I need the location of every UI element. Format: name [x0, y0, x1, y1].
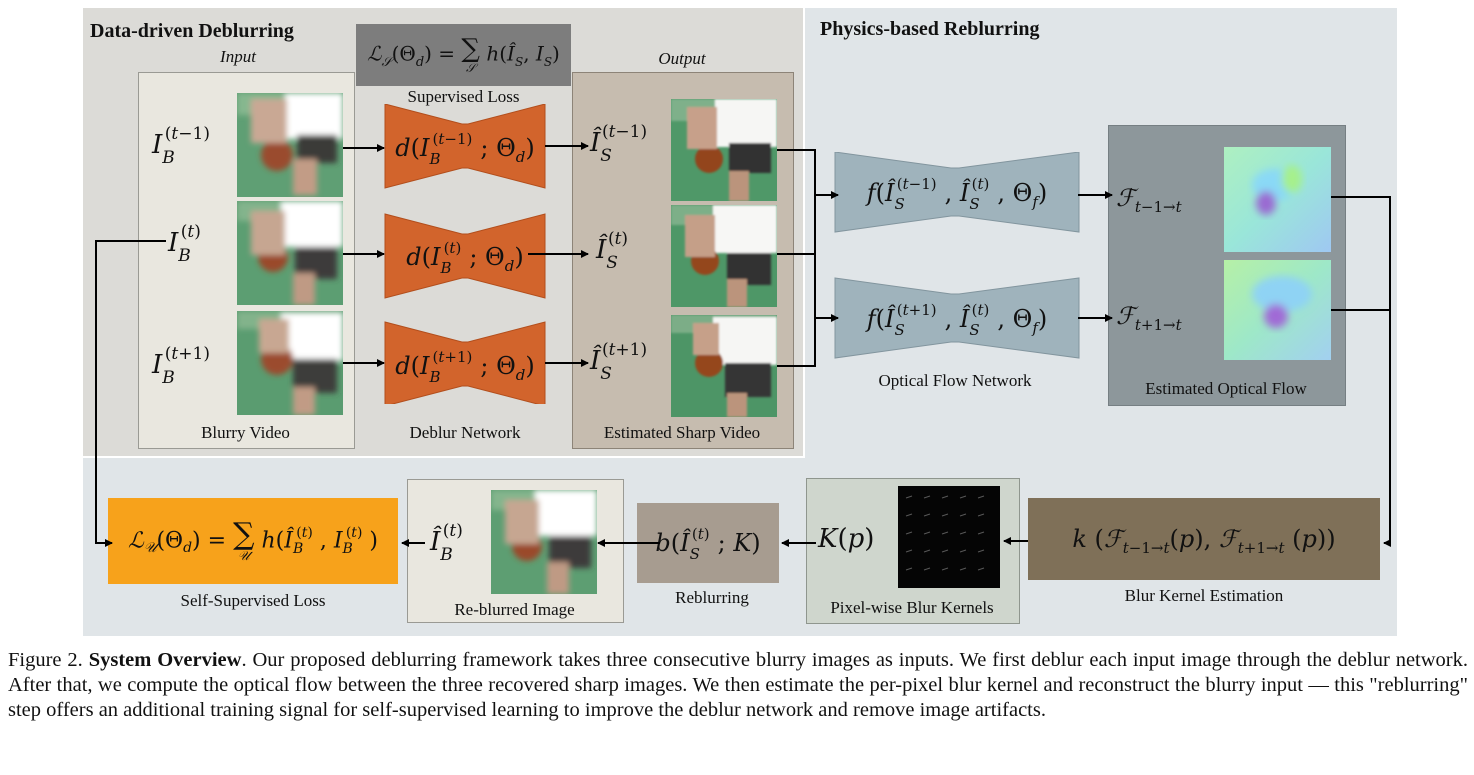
self-supervised-loss-box: ℒ𝒰(Θd) = ∑ 𝒰 h(ÎB(t), IB(t)): [108, 498, 398, 584]
caption-body: . Our proposed deblurring framework take…: [8, 649, 1469, 721]
sharp-prev-label: ÎS(t−1): [590, 122, 648, 166]
reblurred-image: [491, 490, 597, 594]
connector-arrows: [95, 142, 1391, 547]
flow-prev-label: ℱt−1→t: [1116, 184, 1182, 216]
deblur-network-label: Deblur Network: [409, 423, 521, 442]
blur-kernel-estimation-box: k (ℱt−1→t(p), ℱt+1→t (p)): [1028, 498, 1380, 580]
figure-caption: Figure 2. System Overview. Our proposed …: [8, 648, 1468, 723]
deblur-net-next: d(IB(t+1); Θd): [395, 348, 535, 386]
supervised-loss-formula: ℒ𝒮(Θd) = ∑ 𝒮 h(ÎS, IS): [356, 24, 571, 86]
sharp-frame-prev: [671, 99, 777, 201]
flow-next-label: ℱt+1→t: [1116, 302, 1182, 334]
blurry-frame-cur: [237, 201, 343, 305]
optical-flow-map-prev: [1224, 147, 1331, 252]
supervised-loss-label: Supervised Loss: [407, 87, 520, 106]
input-cur-label: IB(t): [168, 222, 201, 266]
blur-kernel-estimation-label: Blur Kernel Estimation: [1124, 586, 1284, 605]
reblurred-label: ÎB(t): [430, 521, 463, 565]
sharp-next-label: ÎS(t+1): [590, 340, 648, 384]
sharp-frame-cur: [671, 205, 777, 307]
self-supervised-loss-label: Self-Supervised Loss: [180, 591, 326, 610]
reblurred-image-label: Re-blurred Image: [454, 600, 575, 619]
blurry-video-label: Blurry Video: [201, 423, 290, 442]
optical-flow-network-label: Optical Flow Network: [878, 371, 1032, 390]
input-prev-label: IB(t−1): [152, 124, 210, 168]
blurry-frame-prev: [237, 93, 343, 197]
blur-kernel-map: [898, 486, 1000, 588]
sharp-frame-next: [671, 315, 777, 417]
flow-net-next: f(ÎS(t+1), ÎS(t), Θf): [866, 301, 1048, 339]
blurry-frame-next: [237, 311, 343, 415]
flow-net-prev: f(ÎS(t−1), ÎS(t), Θf): [866, 175, 1048, 213]
reblurring-box: b(ÎS(t); K): [637, 503, 779, 583]
input-next-label: IB(t+1): [152, 344, 210, 388]
reblurring-label: Reblurring: [675, 588, 749, 607]
physics-based-title: Physics-based Reblurring: [820, 18, 1040, 40]
pixelwise-blur-kernels-label: Pixel-wise Blur Kernels: [830, 598, 994, 617]
caption-prefix: Figure 2.: [8, 649, 83, 671]
estimated-optical-flow-label: Estimated Optical Flow: [1145, 379, 1307, 398]
deblur-net-prev: d(IB(t−1); Θd): [395, 130, 535, 168]
sharp-cur-label: ÎS(t): [596, 229, 629, 273]
caption-title: System Overview: [88, 649, 242, 671]
input-label: Input: [220, 47, 256, 66]
output-label: Output: [658, 49, 706, 68]
deblur-net-cur: d(IB(t); Θd): [406, 239, 524, 277]
estimated-sharp-video-label: Estimated Sharp Video: [603, 423, 761, 442]
deblur-network-shapes: [384, 104, 546, 404]
optical-flow-network-shapes: [834, 152, 1080, 359]
optical-flow-map-next: [1224, 260, 1331, 360]
kernel-label: K(p): [818, 524, 875, 554]
data-driven-title: Data-driven Deblurring: [90, 20, 294, 42]
